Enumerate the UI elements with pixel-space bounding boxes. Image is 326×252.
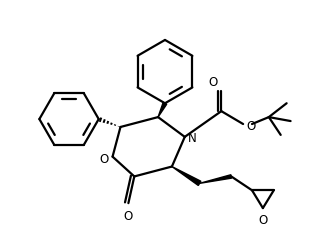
- Text: N: N: [188, 132, 197, 145]
- Polygon shape: [158, 103, 167, 118]
- Text: O: O: [124, 209, 133, 222]
- Text: O: O: [258, 213, 268, 226]
- Polygon shape: [172, 167, 201, 186]
- Text: O: O: [246, 119, 255, 132]
- Text: O: O: [99, 152, 109, 166]
- Text: O: O: [208, 76, 217, 89]
- Polygon shape: [200, 175, 231, 184]
